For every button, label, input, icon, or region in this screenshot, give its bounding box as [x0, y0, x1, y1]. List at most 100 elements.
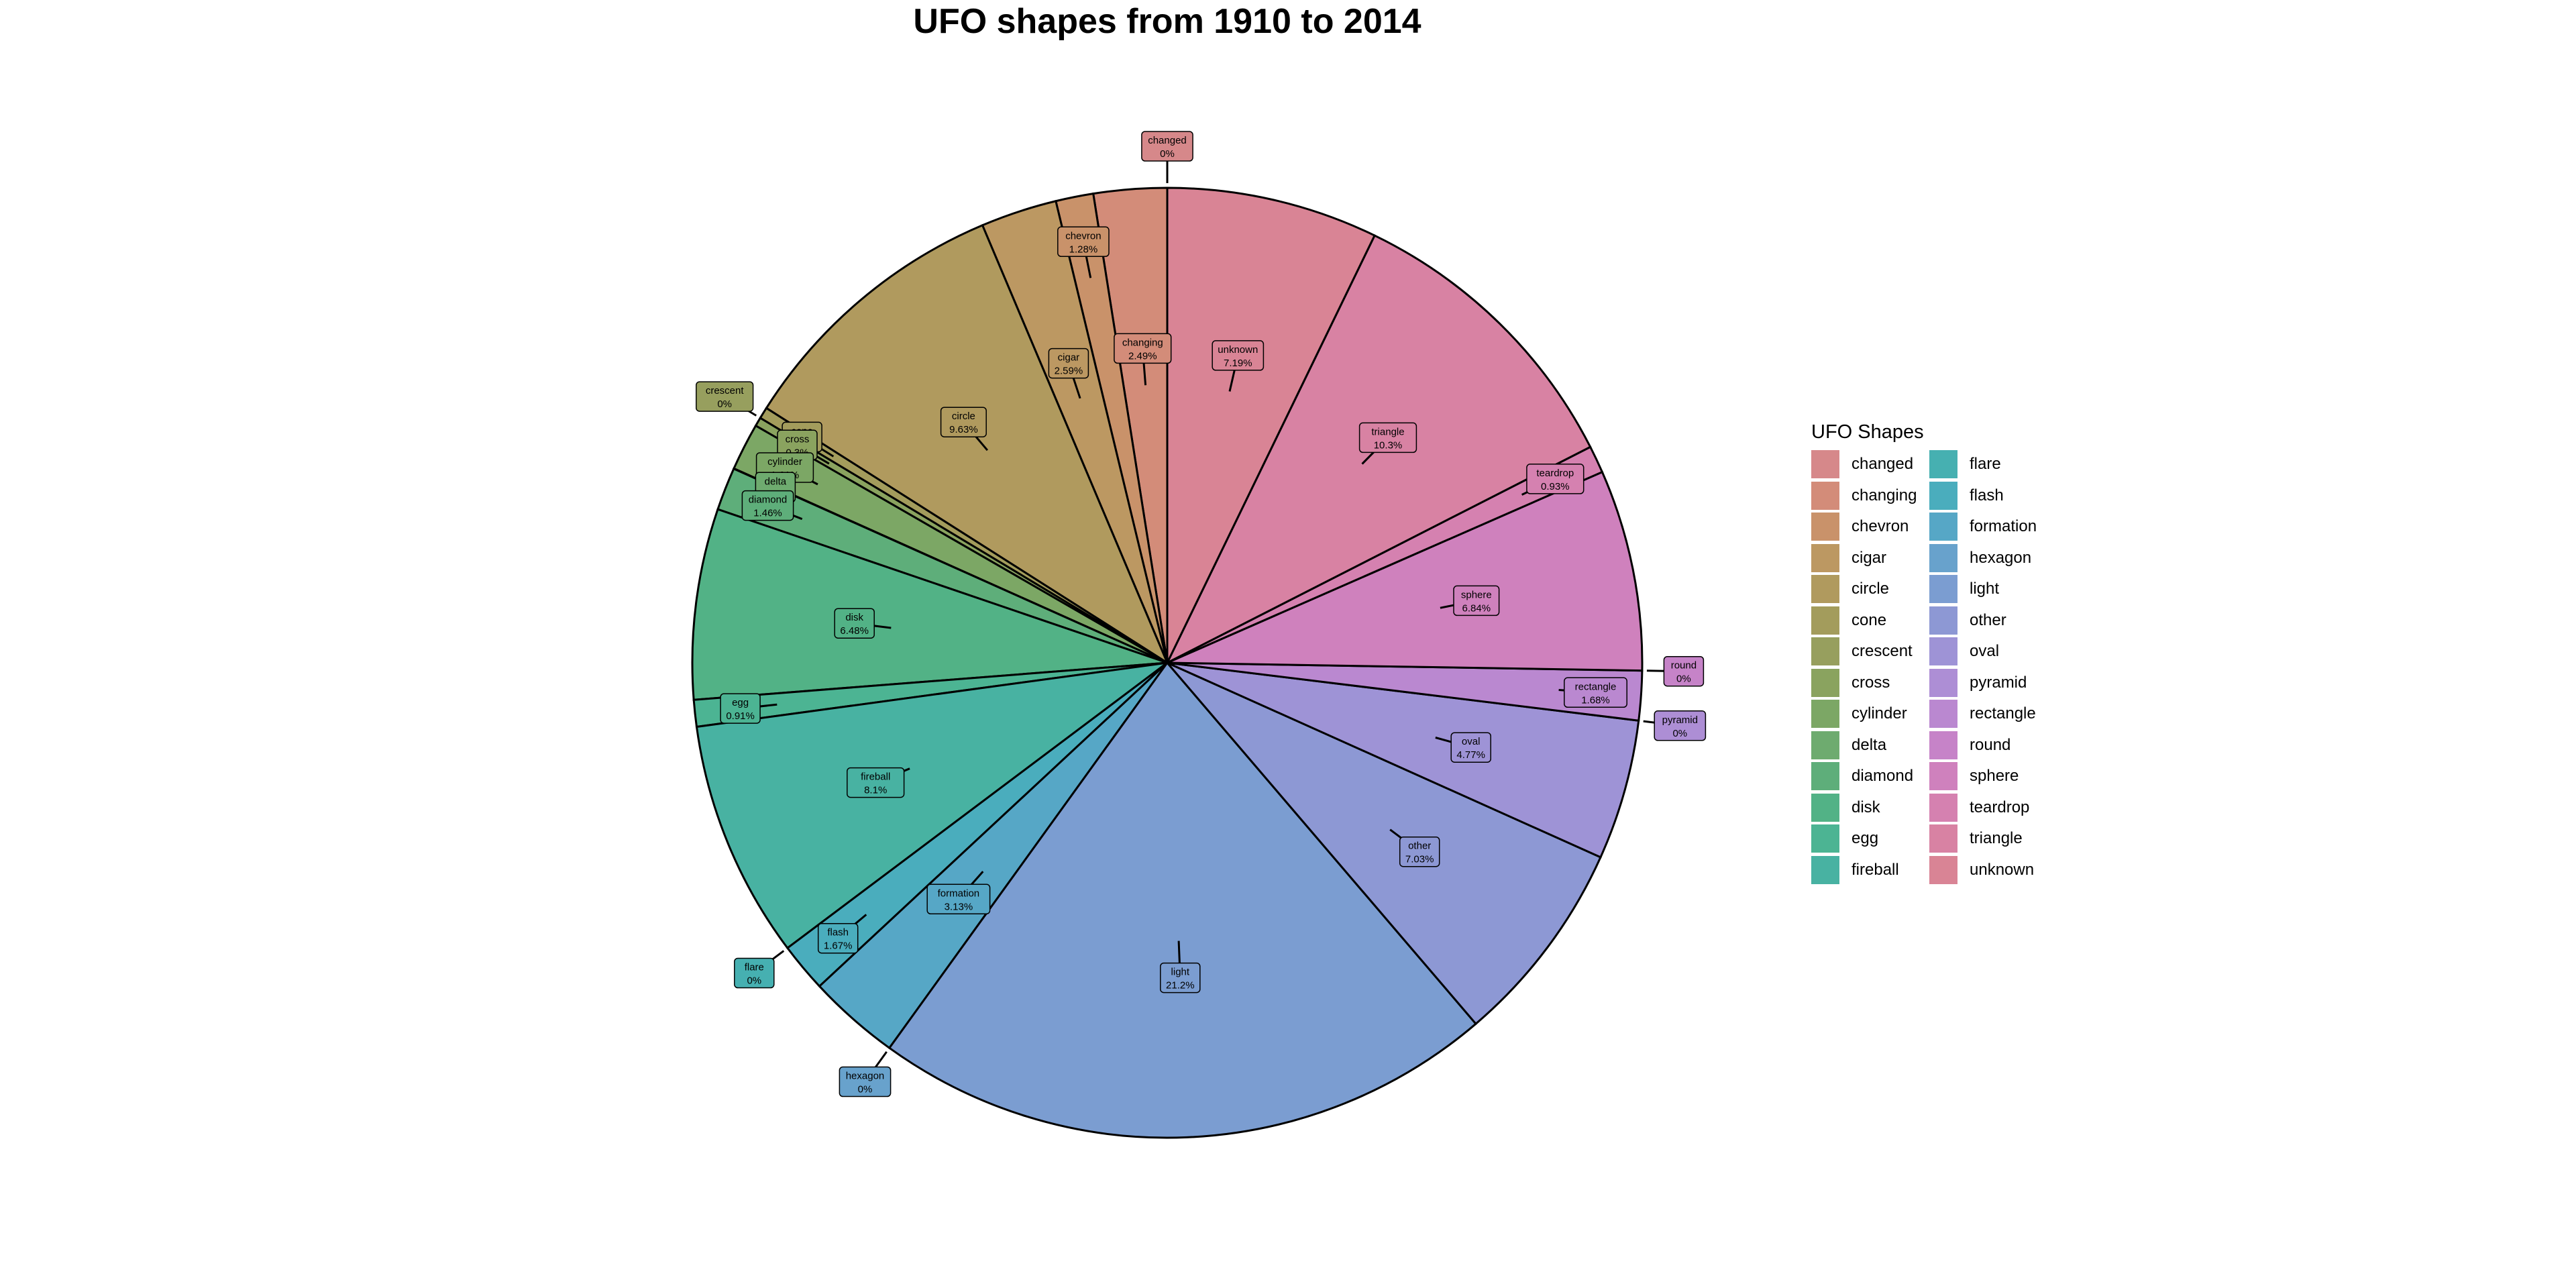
legend-label: oval: [1970, 642, 2000, 661]
label-pct-unknown: 7.19%: [1224, 358, 1252, 369]
legend-item-changing: changing: [1811, 480, 1929, 512]
label-box-chevron: [1057, 226, 1110, 258]
legend-column: flare flash formation hexagon light other oval…: [1929, 449, 2047, 885]
legend-swatch: [1811, 450, 1839, 479]
legend-swatch: [1929, 637, 1957, 666]
pie-label-flash: flash 1.67%: [817, 914, 867, 954]
legend-label: teardrop: [1970, 798, 2030, 816]
pie-label-hexagon: hexagon 0%: [839, 1051, 892, 1097]
label-name-changing: changing: [1122, 337, 1163, 348]
legend-swatch: [1929, 513, 1957, 541]
pie-label-formation: formation 3.13%: [926, 871, 991, 915]
label-name-formation: formation: [938, 888, 980, 899]
pie-label-changing: changing 2.49%: [1114, 333, 1172, 386]
label-pct-flash: 1.67%: [824, 941, 853, 952]
pie-slice-unknown: [1166, 186, 1377, 663]
label-pct-hexagon: 0%: [858, 1084, 873, 1095]
legend-label: formation: [1970, 517, 2037, 536]
label-pct-teardrop: 0.93%: [1541, 481, 1570, 492]
legend-label: cylinder: [1851, 704, 1907, 723]
label-name-light: light: [1171, 967, 1190, 978]
legend-swatch: [1929, 543, 1957, 572]
legend-label: diamond: [1851, 767, 1914, 786]
pie-label-disk: disk 6.48%: [834, 608, 892, 639]
legend-item-flash: flash: [1929, 480, 2047, 512]
legend-item-oval: oval: [1929, 636, 2047, 667]
pie-label-circle: circle 9.63%: [940, 407, 989, 451]
label-pct-light: 21.2%: [1166, 980, 1195, 991]
pie-slices: [691, 186, 1644, 1139]
legend-swatch: [1811, 606, 1839, 635]
label-box-changing: [1114, 333, 1172, 364]
legend-item-diamond: diamond: [1811, 761, 1929, 792]
pie-label-unknown: unknown 7.19%: [1212, 340, 1265, 392]
label-name-delta: delta: [765, 476, 787, 487]
pie-label-chevron: chevron 1.28%: [1057, 226, 1110, 278]
legend-label: changing: [1851, 486, 1917, 504]
pie-label-other: other 7.03%: [1389, 828, 1440, 867]
label-box-sphere: [1453, 585, 1500, 616]
label-box-diamond: [741, 490, 794, 521]
legend-swatch: [1811, 575, 1839, 604]
label-pct-oval: 4.77%: [1456, 749, 1485, 761]
legend: UFO Shapes changed changing chevron cigar ci…: [1811, 421, 2047, 885]
label-box-other: [1399, 836, 1440, 867]
pie-label-teardrop: teardrop 0.93%: [1521, 464, 1585, 496]
legend-item-pyramid: pyramid: [1929, 667, 2047, 699]
legend-label: other: [1970, 610, 2006, 629]
label-box-triangle: [1358, 422, 1417, 453]
label-name-unknown: unknown: [1218, 344, 1258, 356]
pie-label-oval: oval 4.77%: [1435, 732, 1491, 763]
label-box-teardrop: [1526, 464, 1585, 494]
legend-item-unknown: unknown: [1929, 855, 2047, 886]
legend-label: sphere: [1970, 767, 2019, 786]
legend-item-sphere: sphere: [1929, 761, 2047, 792]
legend-swatch: [1929, 575, 1957, 604]
legend-label: pyramid: [1970, 673, 2027, 692]
label-pct-egg: 0.91%: [726, 710, 755, 722]
label-name-other: other: [1408, 841, 1431, 852]
legend-swatch: [1929, 855, 1957, 884]
legend-item-crescent: crescent: [1811, 636, 1929, 667]
legend-label: cross: [1851, 673, 1890, 692]
label-pct-diamond: 1.46%: [753, 508, 782, 519]
label-pct-fireball: 8.1%: [864, 785, 887, 796]
label-box-unknown: [1212, 340, 1265, 371]
legend-item-cylinder: cylinder: [1811, 698, 1929, 730]
legend-swatch: [1929, 481, 1957, 510]
label-pct-triangle: 10.3%: [1374, 439, 1403, 451]
pie-label-flare: flare 0%: [734, 950, 785, 989]
label-name-sphere: sphere: [1461, 589, 1492, 600]
pie-label-light: light 21.2%: [1160, 941, 1201, 994]
label-box-changed: [1141, 131, 1193, 162]
legend-swatch: [1811, 668, 1839, 697]
legend-swatch: [1811, 824, 1839, 853]
pie-label-fireball: fireball 8.1%: [847, 767, 910, 798]
label-name-changed: changed: [1148, 135, 1187, 146]
pie-label-changed: changed 0%: [1141, 131, 1193, 183]
pie-slice-fireball: [695, 661, 1171, 950]
legend-swatch: [1929, 731, 1957, 759]
legend-column: changed changing chevron cigar circle cone cre…: [1811, 449, 1929, 885]
pie-slice-sphere: [1167, 470, 1644, 672]
pie-label-pyramid: pyramid 0%: [1643, 710, 1707, 741]
label-pct-rectangle: 1.68%: [1581, 694, 1610, 706]
legend-item-light: light: [1929, 574, 2047, 605]
legend-label: disk: [1851, 798, 1880, 816]
pie-label-sphere: sphere 6.84%: [1440, 585, 1500, 616]
label-name-flare: flare: [745, 962, 764, 973]
label-box-light: [1160, 962, 1201, 994]
legend-item-cone: cone: [1811, 605, 1929, 637]
label-name-chevron: chevron: [1065, 230, 1101, 241]
pie-label-round: round 0%: [1646, 655, 1705, 687]
legend-item-other: other: [1929, 605, 2047, 637]
label-pct-formation: 3.13%: [945, 901, 973, 912]
label-name-cylinder: cylinder: [767, 456, 802, 468]
label-box-pyramid: [1654, 710, 1707, 741]
legend-item-disk: disk: [1811, 792, 1929, 824]
label-box-flash: [817, 922, 859, 954]
legend-swatch: [1811, 855, 1839, 884]
pie-slice-other: [1166, 661, 1602, 1026]
label-box-rectangle: [1564, 677, 1627, 708]
label-box-egg: [720, 693, 761, 724]
